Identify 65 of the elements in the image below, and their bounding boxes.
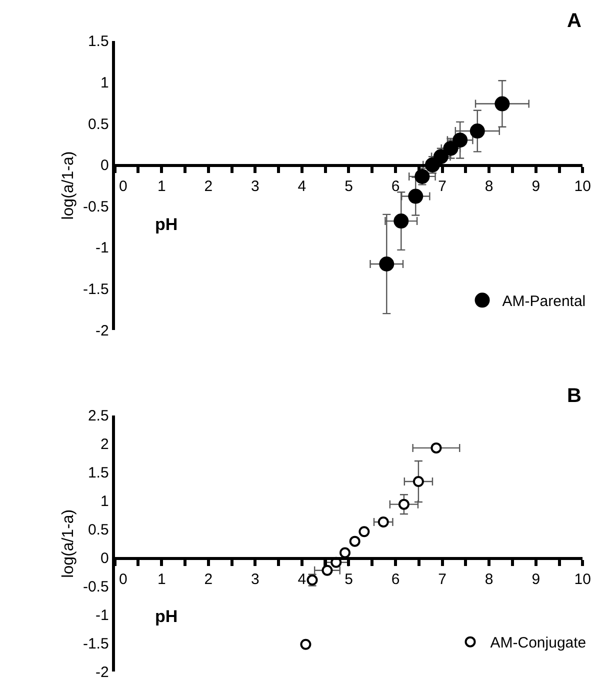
x-tick-label: 8 bbox=[484, 570, 494, 588]
y-tick-label: 0.5 bbox=[88, 116, 109, 133]
y-axis-title: log(a/1-a) bbox=[60, 509, 77, 578]
point bbox=[358, 526, 370, 538]
point bbox=[494, 96, 510, 112]
x-tick-label: 9 bbox=[532, 178, 540, 195]
point bbox=[433, 149, 448, 164]
y-axis-title: log(a/1-a) bbox=[60, 151, 77, 220]
y-tick-label: -2 bbox=[95, 322, 109, 340]
point bbox=[379, 256, 394, 272]
point bbox=[430, 442, 442, 454]
y-tick-label: 2.5 bbox=[88, 408, 109, 425]
y-tick-label: -1.5 bbox=[82, 281, 109, 298]
y-tick-label: 0 bbox=[100, 550, 109, 568]
x-axis-title: pH bbox=[155, 215, 178, 234]
x-tick-label: 5 bbox=[344, 178, 353, 195]
y-tick-label: 2 bbox=[100, 436, 109, 454]
point bbox=[300, 638, 312, 650]
chart-title: B bbox=[567, 385, 582, 407]
x-tick-label: 1 bbox=[157, 570, 166, 588]
point bbox=[322, 564, 333, 576]
x-tick-label: 0 bbox=[118, 570, 128, 588]
y-tick-label: -1 bbox=[95, 240, 109, 257]
x-tick-label: 1 bbox=[157, 178, 166, 195]
point bbox=[349, 536, 360, 547]
x-tick-label: 7 bbox=[438, 178, 446, 195]
x-tick-label: 2 bbox=[204, 570, 213, 588]
y-tick-label: -0.5 bbox=[82, 578, 109, 596]
x-tick-label: 10 bbox=[574, 570, 591, 588]
y-tick-label: 1 bbox=[100, 493, 109, 510]
point bbox=[470, 124, 485, 139]
point bbox=[340, 547, 350, 558]
x-tick-label: 4 bbox=[298, 178, 306, 195]
x-tick-label: 4 bbox=[298, 570, 306, 588]
point bbox=[408, 188, 424, 204]
y-tick-label: -1 bbox=[95, 607, 109, 624]
x-tick-label: 8 bbox=[484, 178, 494, 195]
x-tick-label: 7 bbox=[438, 570, 446, 588]
x-tick-label: 10 bbox=[574, 178, 591, 195]
point bbox=[378, 516, 389, 528]
y-tick-label: 0.5 bbox=[88, 522, 109, 539]
x-tick-label: 2 bbox=[204, 178, 213, 195]
y-tick-label: 1 bbox=[100, 74, 109, 92]
y-tick-label: -0.5 bbox=[82, 198, 109, 216]
x-axis-title: pH bbox=[155, 607, 178, 626]
y-tick-label: -2 bbox=[95, 664, 109, 681]
legend-label: AM-Parental bbox=[502, 293, 586, 310]
point bbox=[443, 140, 458, 156]
chart-title: A bbox=[567, 10, 582, 32]
point bbox=[412, 476, 424, 488]
point bbox=[394, 214, 409, 229]
point bbox=[452, 132, 468, 148]
point bbox=[398, 498, 410, 510]
legend-label: AM-Conjugate bbox=[490, 634, 586, 652]
x-tick-label: 6 bbox=[391, 178, 400, 195]
y-tick-label: -1.5 bbox=[82, 635, 109, 652]
y-tick-label: 1.5 bbox=[88, 464, 109, 482]
y-tick-label: 1.5 bbox=[88, 33, 109, 50]
y-tick-label: 0 bbox=[100, 157, 109, 174]
x-tick-label: 9 bbox=[532, 570, 540, 588]
x-tick-label: 3 bbox=[251, 178, 260, 195]
x-tick-label: 6 bbox=[391, 570, 400, 588]
point bbox=[414, 168, 430, 184]
x-tick-label: 3 bbox=[251, 570, 260, 588]
x-tick-label: 5 bbox=[344, 570, 353, 588]
